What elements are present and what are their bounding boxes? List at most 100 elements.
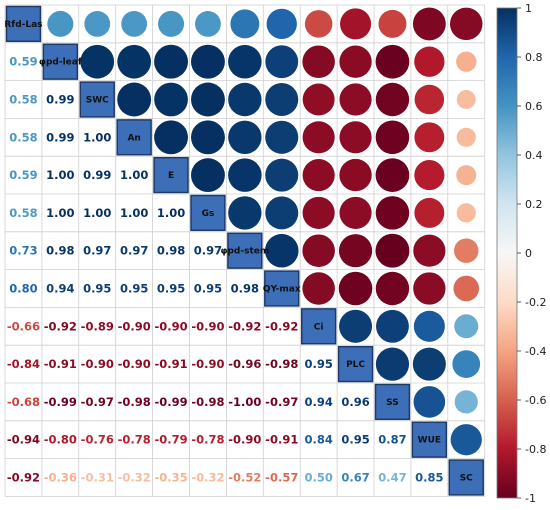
corr-circle <box>453 275 480 302</box>
corr-value: 0.99 <box>83 168 111 182</box>
corr-value: -0.97 <box>265 395 298 409</box>
corr-circle <box>376 309 409 343</box>
corr-value: 0.58 <box>9 93 37 107</box>
corr-value: -0.52 <box>228 471 261 485</box>
corr-circle <box>339 196 372 229</box>
corr-value: 0.95 <box>341 433 369 447</box>
diagonal-label: PLC <box>346 360 365 370</box>
diagonal-label: Rfd-Las <box>4 20 42 30</box>
corr-circle <box>117 82 152 117</box>
colorbar-tick-label: -0.4 <box>525 345 546 358</box>
diagonal-box <box>42 43 79 80</box>
matrix-grid <box>4 4 486 497</box>
corr-circle <box>302 159 335 192</box>
corr-value: -0.31 <box>81 471 114 485</box>
diagonal-label: SS <box>386 398 399 408</box>
corr-circle <box>375 158 410 192</box>
diagonal-box <box>5 5 42 43</box>
corr-circle <box>47 10 74 37</box>
colorbar-tick-label: -0.2 <box>525 296 546 309</box>
corr-value: -0.92 <box>7 471 40 485</box>
diagonal-box <box>448 459 484 496</box>
corr-value: -0.90 <box>81 357 114 371</box>
corr-circle <box>84 10 111 37</box>
corr-circle <box>302 272 335 305</box>
corr-circle <box>378 9 407 38</box>
corr-value: 0.98 <box>231 282 259 296</box>
corr-circle <box>230 9 260 39</box>
corr-circle <box>191 44 225 79</box>
corr-value: -0.90 <box>228 433 261 447</box>
corr-value: 1.00 <box>83 206 111 220</box>
corr-circle <box>338 271 373 306</box>
corr-value: -0.92 <box>265 319 298 333</box>
corr-circle <box>375 120 410 155</box>
corr-circle <box>154 120 188 155</box>
corr-value: 0.84 <box>304 433 332 447</box>
corr-value: -0.90 <box>118 319 151 333</box>
colorbar-tick-label: -0.6 <box>525 394 546 407</box>
corr-circle <box>375 44 410 79</box>
corr-circle <box>339 83 372 116</box>
corr-value: 0.67 <box>341 471 369 485</box>
corr-value: 0.58 <box>9 130 37 144</box>
corr-value: -0.98 <box>191 395 224 409</box>
corr-circle <box>454 314 479 339</box>
diagonal-box <box>264 270 300 307</box>
colorbar-tick-label: 0.8 <box>525 51 543 64</box>
diagonal-box <box>116 119 152 156</box>
corr-circle <box>375 347 410 381</box>
corr-circle <box>413 386 446 418</box>
corr-value: 0.94 <box>304 395 332 409</box>
corr-circle <box>338 234 373 268</box>
corr-value: -0.89 <box>81 319 114 333</box>
corr-circle <box>450 424 482 456</box>
corr-value: -0.90 <box>154 319 187 333</box>
corr-circle <box>375 196 410 230</box>
corr-value: 1.00 <box>46 206 74 220</box>
corr-circle <box>228 120 262 154</box>
corr-circle <box>414 197 445 228</box>
diagonal-label: SWC <box>86 96 109 106</box>
corr-value: 0.80 <box>9 282 37 296</box>
corr-value: -0.80 <box>44 433 77 447</box>
corr-value: -0.35 <box>154 471 187 485</box>
diagonal-label: φpd-leaf <box>39 58 82 68</box>
corr-circle <box>191 82 225 117</box>
corr-value: 0.59 <box>9 55 37 69</box>
corr-circle <box>414 84 445 115</box>
diagonal-box <box>337 345 374 383</box>
corr-circle <box>228 158 262 192</box>
diagonal-box <box>411 421 448 458</box>
colorbar-tick-label: -0.8 <box>525 443 546 456</box>
corr-circle <box>304 10 333 38</box>
corr-circle <box>339 45 372 78</box>
corr-circle <box>302 196 335 229</box>
corr-value: 0.85 <box>415 471 443 485</box>
corr-value: -0.99 <box>44 395 77 409</box>
corr-circle <box>191 120 225 155</box>
corr-value: -0.94 <box>7 433 40 447</box>
corr-value: -1.00 <box>228 395 261 409</box>
corr-circle <box>414 122 445 153</box>
corr-value: 0.97 <box>194 244 222 258</box>
corr-value: -0.91 <box>154 357 187 371</box>
corr-value: 0.99 <box>46 93 74 107</box>
corr-value: -0.79 <box>154 433 187 447</box>
corr-circle <box>413 310 445 342</box>
corr-value: -0.36 <box>44 471 77 485</box>
diagonal-label: E <box>168 171 174 181</box>
diagonal-box <box>227 232 263 269</box>
corr-circle <box>265 120 299 154</box>
corr-circle <box>265 158 299 192</box>
corr-circle <box>412 347 446 381</box>
corr-value: 1.00 <box>46 168 74 182</box>
matrix-cells: 0.59 0.58 0.99 0.58 0.99 1.00 0.59 1.00 0.99 1.00… <box>7 7 483 485</box>
corr-value: 0.97 <box>120 244 148 258</box>
corr-value: -0.98 <box>118 395 151 409</box>
corr-circle <box>265 45 299 79</box>
diagonal-box <box>153 156 189 194</box>
corr-circle <box>452 350 481 378</box>
corr-value: -0.57 <box>265 471 298 485</box>
